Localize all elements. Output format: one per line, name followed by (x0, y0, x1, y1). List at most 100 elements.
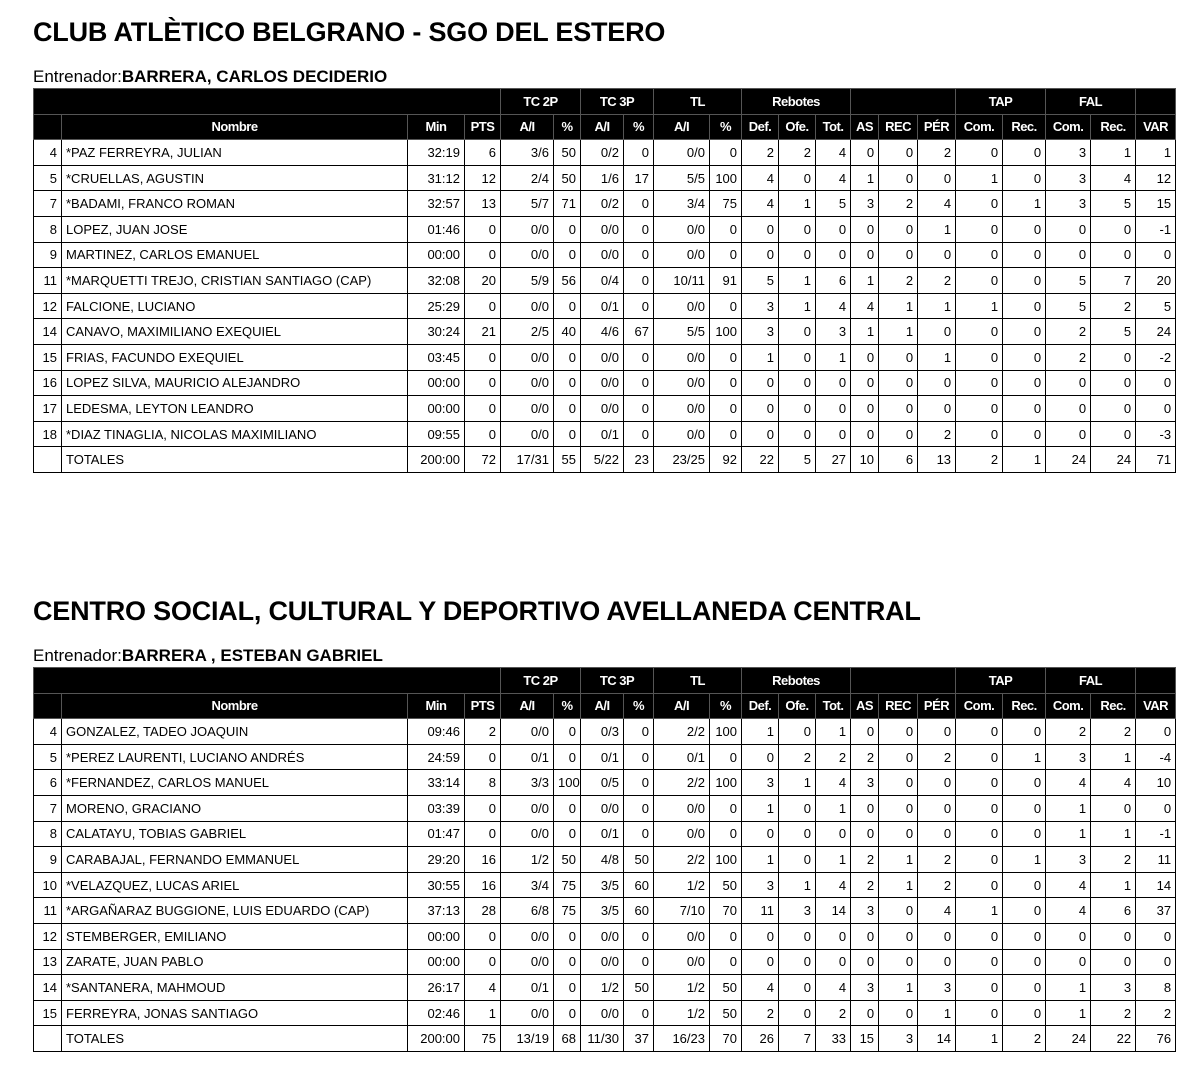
stat-cell: 5/22 (580, 446, 624, 473)
stat-cell: 32:19 (407, 139, 465, 166)
stat-cell: 0/0 (653, 420, 710, 448)
stat-cell: 0 (778, 718, 817, 745)
stat-cell: 0 (878, 241, 919, 269)
stat-cell: 100 (708, 318, 743, 345)
stat-cell: 50 (623, 846, 654, 873)
stat-cell: 0/0 (500, 794, 554, 822)
stat-cell: 10 (33, 871, 62, 899)
stat-cell: 0 (878, 139, 919, 166)
stat-cell: 11 (33, 267, 62, 294)
stat-cell: 2 (741, 999, 780, 1027)
team-name: CLUB ATLÈTICO BELGRANO - SGO DEL ESTERO (33, 17, 666, 47)
player-row: 11 *MARQUETTI TREJO, CRISTIAN SANTIAGO (C… (33, 267, 1177, 294)
header-cell: % (708, 113, 743, 141)
stat-cell: 0 (955, 139, 1004, 166)
stat-cell: 0 (464, 743, 501, 771)
stat-cell: 7/10 (653, 897, 710, 924)
totals-row: TOTALES 200:00 72 17/31 55 5/22 23 23/25 92 22 5 27… (33, 446, 1177, 473)
player-name: MORENO, GRACIANO (61, 794, 408, 822)
stat-cell: 1 (878, 846, 919, 873)
stat-cell: 0/0 (580, 794, 624, 822)
stat-cell: 0 (955, 974, 1004, 1001)
stat-cell: 0 (917, 794, 957, 822)
stat-cell: 0 (955, 769, 1004, 796)
stat-cell: 8 (33, 215, 62, 243)
player-row: 14 CANAVO, MAXIMILIANO EXEQUIEL 30:24 21 2/5… (33, 318, 1177, 345)
stat-cell: 5 (815, 190, 852, 217)
player-name: FALCIONE, LUCIANO (61, 292, 408, 320)
stat-cell: 0/0 (580, 215, 624, 243)
stat-cell: 4 (1090, 164, 1137, 192)
stat-cell: -1 (1135, 215, 1177, 243)
stat-cell: 0 (850, 820, 880, 848)
stat-cell: 2 (917, 846, 957, 873)
stat-cell: 17/31 (500, 446, 554, 473)
stat-cell: 8 (33, 820, 62, 848)
stat-cell: 2 (741, 139, 780, 166)
stat-cell: 0 (553, 718, 581, 745)
stat-cell: 3 (850, 769, 880, 796)
stat-cell: 0/0 (500, 922, 554, 950)
stat-cell: -2 (1135, 343, 1177, 371)
stat-cell: 4 (1045, 871, 1092, 899)
stat-cell: 0 (1135, 395, 1177, 422)
header-cell: Def. (741, 692, 780, 720)
group-header (1135, 667, 1177, 694)
stat-cell: 3/5 (580, 871, 624, 899)
stat-cell: 1 (878, 318, 919, 345)
stat-cell: 3 (850, 190, 880, 217)
stat-cell: 0/3 (580, 718, 624, 745)
stat-cell: 0 (1002, 794, 1047, 822)
stat-cell: 1 (878, 974, 919, 1001)
stat-cell: 0/0 (653, 395, 710, 422)
player-name: LOPEZ, JUAN JOSE (61, 215, 408, 243)
stat-cell: 5 (778, 446, 817, 473)
header-cell: % (623, 692, 654, 720)
stat-cell: 70 (708, 1025, 743, 1052)
stat-cell: 0 (553, 948, 581, 976)
stat-cell: 0 (1090, 395, 1137, 422)
player-row: 8 LOPEZ, JUAN JOSE 01:46 0 0/0 0 0/0 0 0/0 0 0 0 0 0 0… (33, 215, 1177, 243)
stat-cell: 100 (708, 164, 743, 192)
player-row: 15 FERREYRA, JONAS SANTIAGO 02:46 1 0/0 0 0/0 0… (33, 999, 1177, 1027)
stat-cell: 1 (464, 999, 501, 1027)
stat-cell: 3/4 (500, 871, 554, 899)
player-row: 5 *PEREZ LAURENTI, LUCIANO ANDRÉS 24:59 0 0/… (33, 743, 1177, 771)
stat-cell: 60 (623, 871, 654, 899)
stat-cell: 0 (955, 794, 1004, 822)
stat-cell: 1 (1045, 794, 1092, 822)
stat-cell: 00:00 (407, 395, 465, 422)
stat-cell: -1 (1135, 820, 1177, 848)
stat-cell: 0 (1002, 139, 1047, 166)
stat-cell: 0 (917, 369, 957, 397)
stat-cell: 0 (1002, 769, 1047, 796)
stat-cell: 14 (917, 1025, 957, 1052)
header-cell: PÉR (917, 692, 957, 720)
stat-cell: 0 (623, 241, 654, 269)
stat-cell: 0 (1045, 948, 1092, 976)
player-name: STEMBERGER, EMILIANO (61, 922, 408, 950)
stat-cell: 4 (741, 190, 780, 217)
stat-cell: 21 (464, 318, 501, 345)
stat-cell: 0/0 (653, 241, 710, 269)
stat-cell: 0/0 (580, 999, 624, 1027)
stat-cell: 24 (1090, 446, 1137, 473)
stat-cell: 0 (1135, 922, 1177, 950)
stat-cell: 0 (917, 318, 957, 345)
stat-cell: 0/5 (580, 769, 624, 796)
stat-cell: 0/0 (580, 948, 624, 976)
stat-cell: 0 (815, 820, 852, 848)
stat-cell: 0 (553, 922, 581, 950)
stat-cell: 0 (955, 820, 1004, 848)
stat-cell: 1 (878, 871, 919, 899)
stat-cell: 1 (815, 343, 852, 371)
stat-cell: 0 (1002, 318, 1047, 345)
stat-cell: 0/0 (580, 369, 624, 397)
stat-cell: 30:24 (407, 318, 465, 345)
stat-cell: 1 (1045, 974, 1092, 1001)
stat-cell: 2 (850, 846, 880, 873)
stat-cell: 1 (778, 871, 817, 899)
stat-cell: 0 (955, 215, 1004, 243)
stat-cell: 0 (708, 292, 743, 320)
stat-cell: 14 (33, 974, 62, 1001)
